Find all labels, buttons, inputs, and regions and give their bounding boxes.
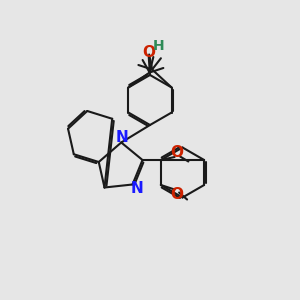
Text: O: O — [142, 45, 155, 60]
Text: H: H — [152, 39, 164, 53]
Text: O: O — [171, 145, 184, 160]
Text: N: N — [116, 130, 129, 146]
Text: N: N — [130, 181, 143, 196]
Text: O: O — [170, 187, 183, 202]
